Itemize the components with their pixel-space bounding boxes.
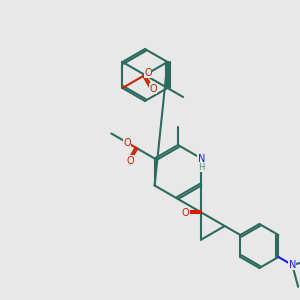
Text: O: O [144,68,152,78]
Text: N: N [289,260,296,270]
Text: O: O [182,208,189,218]
Text: O: O [127,156,134,166]
Text: H: H [198,163,205,172]
Text: O: O [123,137,131,148]
Text: N: N [198,154,205,164]
Text: O: O [149,84,157,94]
